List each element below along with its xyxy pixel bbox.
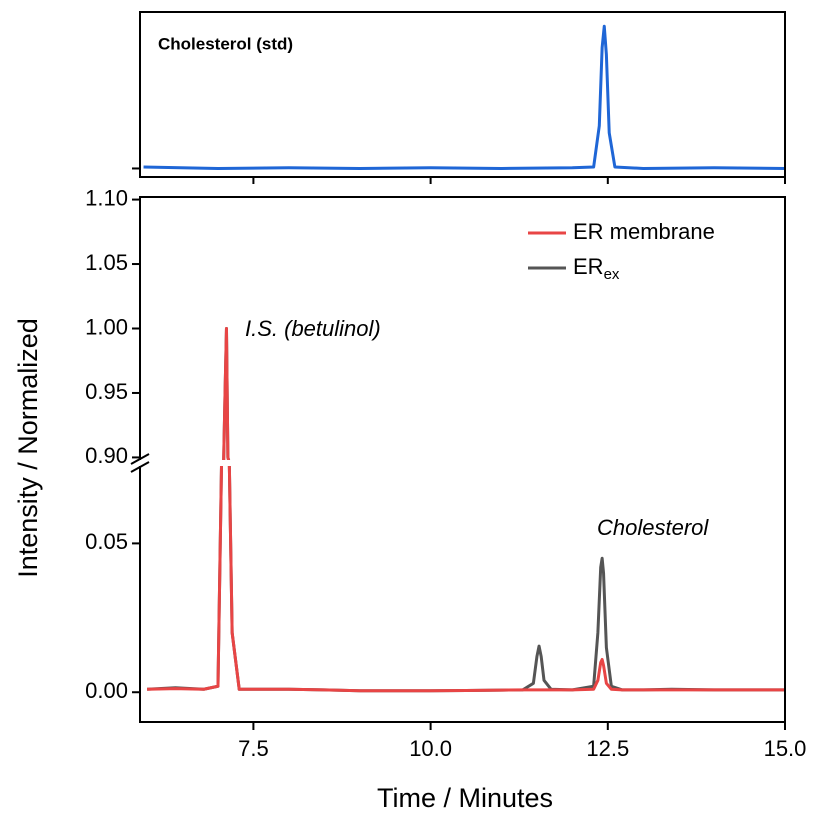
x-tick-label: 15.0 <box>764 736 807 761</box>
data-line <box>147 327 785 693</box>
y-tick-label: 0.95 <box>85 379 128 404</box>
x-axis-label: Time / Minutes <box>377 783 553 813</box>
x-tick-label: 10.0 <box>409 736 452 761</box>
y-tick-label: 1.05 <box>85 250 128 275</box>
legend-label: ER <box>573 254 604 279</box>
y-tick-label: 0.05 <box>85 529 128 554</box>
annotation: Cholesterol <box>597 515 709 540</box>
axis-break <box>130 453 150 465</box>
legend-label-subscript: ex <box>604 266 620 283</box>
axis-break <box>130 461 150 473</box>
panel-title: Cholesterol (std) <box>158 34 293 53</box>
panel-frame <box>139 196 786 723</box>
y-tick-label: 1.00 <box>85 314 128 339</box>
legend-label: ER membrane <box>573 219 715 244</box>
y-tick-label: 1.10 <box>85 185 128 210</box>
data-line <box>143 24 786 170</box>
legend-label: ERex <box>573 254 620 283</box>
annotation: I.S. (betulinol) <box>245 316 381 341</box>
y-tick-label: 0.00 <box>85 678 128 703</box>
data-line <box>147 327 785 693</box>
y-tick-label: 0.90 <box>85 443 128 468</box>
axis-break-gap <box>141 460 784 466</box>
y-axis-label: Intensity / Normalized <box>13 318 43 578</box>
x-tick-label: 7.5 <box>238 736 269 761</box>
x-tick-label: 12.5 <box>586 736 629 761</box>
legend-label: ER membrane <box>573 219 715 244</box>
